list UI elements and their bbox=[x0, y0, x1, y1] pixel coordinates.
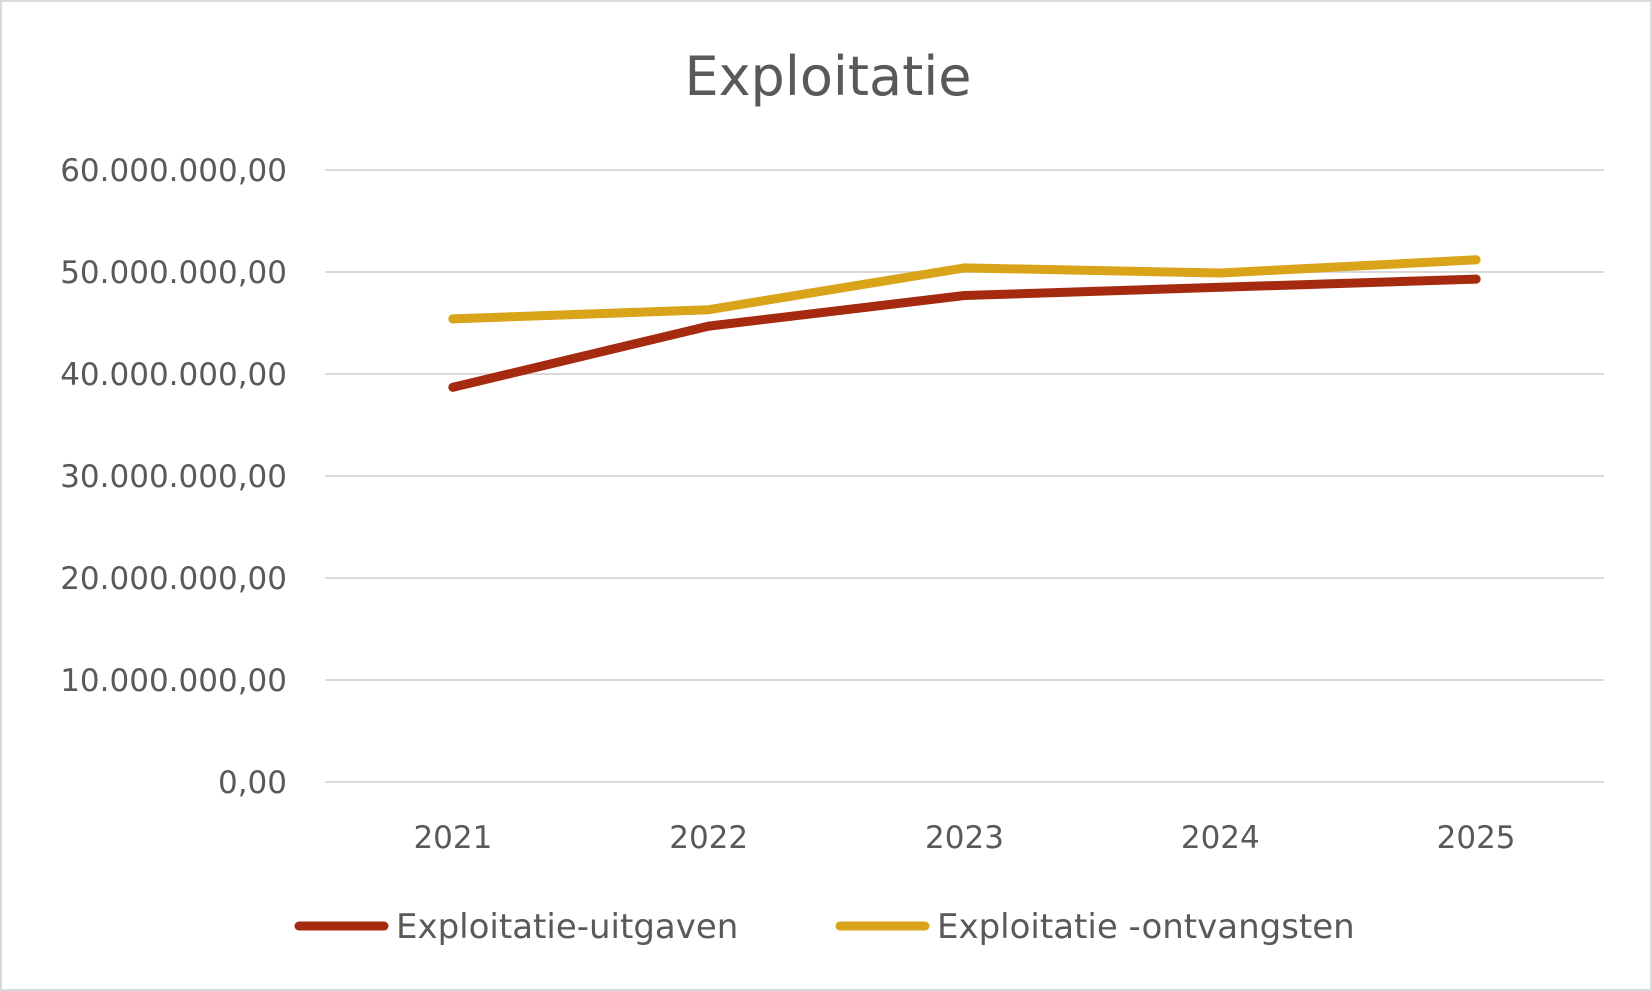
y-tick-label: 50.000.000,00 bbox=[60, 255, 287, 291]
legend-label: Exploitatie -ontvangsten bbox=[937, 907, 1355, 947]
data-point bbox=[960, 263, 969, 273]
legend-item-2: Exploitatie -ontvangsten bbox=[835, 907, 1355, 947]
x-axis-labels: 2021 2022 2023 2024 2025 bbox=[413, 820, 1515, 856]
data-point bbox=[704, 305, 714, 315]
data-point bbox=[960, 290, 969, 300]
y-tick-label: 10.000.000,00 bbox=[60, 663, 287, 699]
y-tick-label: 60.000.000,00 bbox=[60, 153, 287, 189]
y-tick-label: 30.000.000,00 bbox=[60, 459, 287, 495]
data-point bbox=[1471, 255, 1481, 265]
x-tick-label: 2021 bbox=[413, 820, 492, 856]
chart-title: Exploitatie bbox=[684, 45, 971, 108]
data-point bbox=[1471, 274, 1481, 284]
y-tick-label: 40.000.000,00 bbox=[60, 357, 287, 393]
x-tick-label: 2022 bbox=[669, 820, 748, 856]
data-point bbox=[1215, 268, 1225, 278]
legend-item-1: Exploitatie-uitgaven bbox=[294, 907, 738, 947]
x-tick-label: 2023 bbox=[925, 820, 1004, 856]
x-tick-label: 2025 bbox=[1437, 820, 1516, 856]
data-point bbox=[448, 382, 458, 392]
data-point bbox=[704, 321, 714, 331]
x-tick-label: 2024 bbox=[1181, 820, 1260, 856]
series-lines bbox=[448, 255, 1481, 392]
legend-label: Exploitatie-uitgaven bbox=[396, 907, 738, 947]
y-axis-labels: 0,00 10.000.000,00 20.000.000,00 30.000.000… bbox=[60, 153, 287, 801]
data-point bbox=[1215, 282, 1225, 292]
y-tick-label: 20.000.000,00 bbox=[60, 561, 287, 597]
data-point bbox=[448, 314, 458, 324]
y-tick-label: 0,00 bbox=[218, 765, 287, 801]
legend: Exploitatie-uitgaven Exploitatie -ontvang… bbox=[294, 907, 1355, 947]
